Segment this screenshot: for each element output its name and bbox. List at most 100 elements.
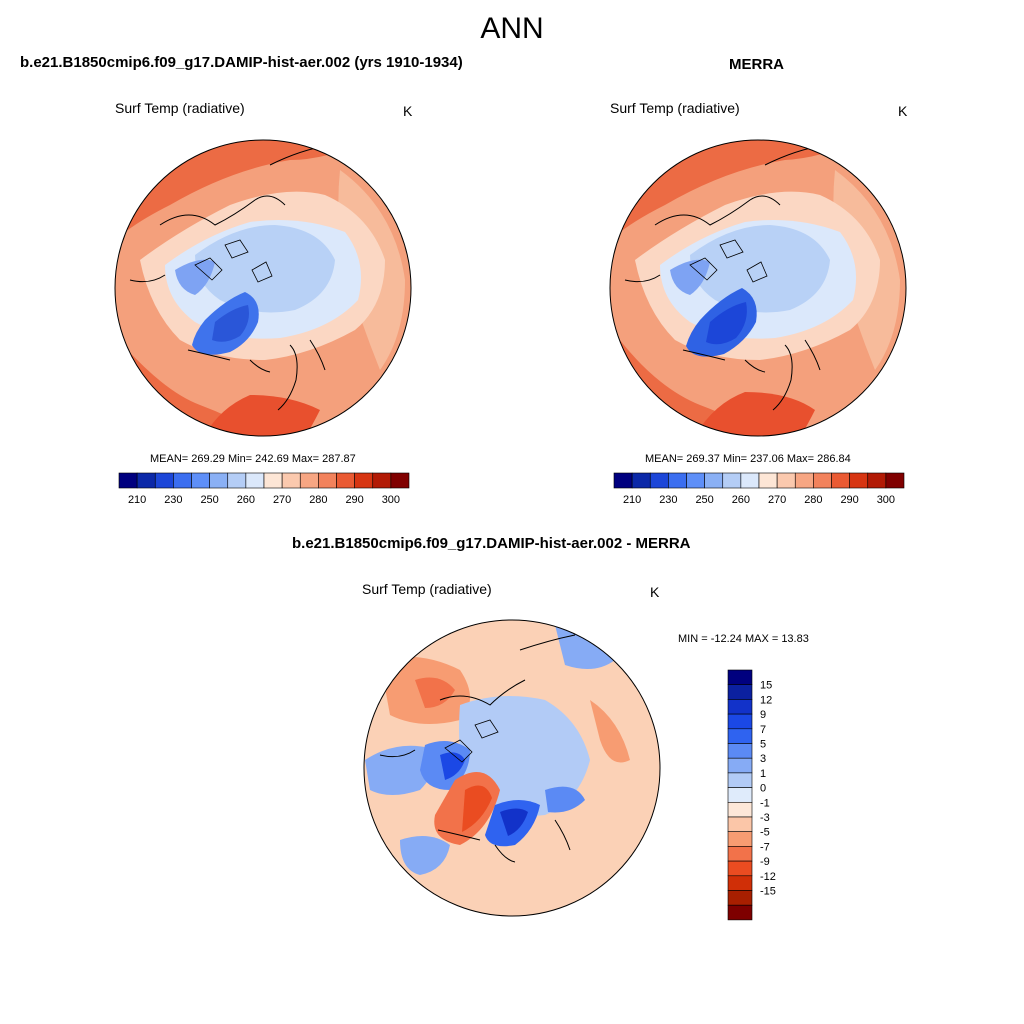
panel2-colorbar-tick-label: 300 xyxy=(877,494,895,506)
panel3-colorbar-tick-label: 5 xyxy=(760,739,766,751)
panel3-colorbar-box xyxy=(727,743,753,759)
panel3-colorbar: 15 12 9 7 5 3 1 0 -1 -3 -5 -7 -9 -12 -15 xyxy=(727,669,776,921)
panel3-colorbar-box xyxy=(727,875,753,891)
panel1-colorbar-tick-label: 260 xyxy=(237,494,255,506)
panel2-colorbar-box xyxy=(686,472,705,489)
panel1-colorbar-tick-label: 290 xyxy=(345,494,363,506)
panel2-stats: MEAN= 269.37 Min= 237.06 Max= 286.84 xyxy=(645,453,851,465)
panel1-colorbar-box xyxy=(281,472,301,489)
panel3-colorbar-tick-label: 1 xyxy=(760,768,766,780)
panel1-heading: b.e21.B1850cmip6.f09_g17.DAMIP-hist-aer.… xyxy=(20,54,463,71)
panel1-colorbar-box xyxy=(299,472,319,489)
figure-title: ANN xyxy=(480,12,544,45)
panel1-colorbar-tick-label: 210 xyxy=(128,494,146,506)
panel3-polar-map xyxy=(363,619,661,917)
panel1-colorbar-box xyxy=(318,472,337,489)
panel1-variable-label: Surf Temp (radiative) xyxy=(115,100,245,116)
panel2-colorbar-tick-label: 290 xyxy=(840,494,858,506)
panel3-colorbar-box xyxy=(727,890,753,906)
panel3-colorbar-box xyxy=(727,684,753,700)
panel1-colorbar-box xyxy=(372,472,392,489)
panel2-colorbar-box xyxy=(631,472,651,489)
panel1-colorbar-tick-label: 270 xyxy=(273,494,291,506)
panel3-colorbar-box xyxy=(727,860,753,877)
panel2-colorbar: 210 230 250 260 270 280 290 300 xyxy=(613,472,905,506)
panel3-colorbar-tick-label: 15 xyxy=(760,680,772,692)
panel1-colorbar-box xyxy=(136,472,156,489)
panel2-colorbar-box xyxy=(813,472,832,489)
panel1-polar-map xyxy=(114,139,412,437)
panel2-heading: MERRA xyxy=(729,56,784,73)
panel3-colorbar-tick-label: 3 xyxy=(760,753,766,765)
panel3-colorbar-box xyxy=(727,757,753,774)
panel2-colorbar-box xyxy=(758,472,778,489)
panel3-colorbar-tick-label: 12 xyxy=(760,694,772,706)
panel1-colorbar-box xyxy=(390,472,410,489)
panel1-colorbar-box xyxy=(173,472,192,489)
panel3-colorbar-tick-label: -1 xyxy=(760,797,770,809)
panel1-colorbar-box xyxy=(336,472,355,489)
panel3-colorbar-box xyxy=(727,699,753,715)
panel3-colorbar-tick-label: 7 xyxy=(760,724,766,736)
panel3-colorbar-box xyxy=(727,669,753,685)
panel3-unit-label: K xyxy=(650,584,660,600)
panel2-colorbar-tick-label: 270 xyxy=(768,494,786,506)
panel2-polar-map xyxy=(609,139,907,437)
panel3-colorbar-tick-label: -7 xyxy=(760,841,770,853)
panel2-colorbar-box xyxy=(776,472,796,489)
panel1-colorbar-box xyxy=(263,472,283,489)
panel3-colorbar-tick-label: 0 xyxy=(760,783,766,795)
panel2-colorbar-tick-label: 250 xyxy=(695,494,713,506)
panel2-colorbar-box xyxy=(722,472,742,489)
panel1-colorbar-box xyxy=(118,472,138,489)
panel2-colorbar-box xyxy=(740,472,760,489)
panel3-colorbar-tick-label: 9 xyxy=(760,709,766,721)
panel3-colorbar-box xyxy=(727,772,753,788)
panel2-colorbar-tick-label: 210 xyxy=(623,494,641,506)
panel1-colorbar-box xyxy=(154,472,174,489)
panel1-unit-label: K xyxy=(403,103,413,119)
panel1-colorbar-tick-label: 280 xyxy=(309,494,327,506)
panel3-colorbar-tick-label: -9 xyxy=(760,856,770,868)
panel1-stats: MEAN= 269.29 Min= 242.69 Max= 287.87 xyxy=(150,453,356,465)
panel2-colorbar-box xyxy=(649,472,669,489)
panel2-colorbar-box xyxy=(867,472,887,489)
panel2-unit-label: K xyxy=(898,103,908,119)
panel3-colorbar-box xyxy=(727,904,753,921)
panel3-colorbar-tick-label: -3 xyxy=(760,812,770,824)
panel2-colorbar-box xyxy=(613,472,633,489)
panel3-heading: b.e21.B1850cmip6.f09_g17.DAMIP-hist-aer.… xyxy=(292,535,691,552)
panel3-colorbar-box xyxy=(727,728,753,744)
panel2-colorbar-box xyxy=(704,472,724,489)
panel3-colorbar-tick-label: -15 xyxy=(760,886,776,898)
panel2-colorbar-tick-label: 260 xyxy=(732,494,750,506)
panel3-colorbar-box xyxy=(727,787,753,803)
panel1-colorbar-box xyxy=(245,472,265,489)
panel1-colorbar-box xyxy=(209,472,229,489)
panel2-variable-label: Surf Temp (radiative) xyxy=(610,100,740,116)
panel1-colorbar-box xyxy=(227,472,247,489)
panel2-colorbar-box xyxy=(668,472,687,489)
panel2-colorbar-tick-label: 230 xyxy=(659,494,677,506)
panel2-colorbar-box xyxy=(849,472,869,489)
panel1-colorbar-box xyxy=(191,472,210,489)
panel3-colorbar-box xyxy=(727,831,753,847)
panel1-colorbar-tick-label: 230 xyxy=(164,494,182,506)
panel1-colorbar-tick-label: 300 xyxy=(382,494,400,506)
panel3-colorbar-box xyxy=(727,816,753,832)
panel2-colorbar-box xyxy=(831,472,850,489)
panel3-colorbar-tick-label: -12 xyxy=(760,871,776,883)
panel3-stats: MIN = -12.24 MAX = 13.83 xyxy=(678,633,809,645)
panel1-colorbar: 210 230 250 260 270 280 290 300 xyxy=(118,472,410,506)
panel3-colorbar-box xyxy=(727,713,753,730)
panel3-variable-label: Surf Temp (radiative) xyxy=(362,581,492,597)
panel1-colorbar-box xyxy=(354,472,374,489)
panel1-colorbar-tick-label: 250 xyxy=(200,494,218,506)
panel3-colorbar-box xyxy=(727,846,753,862)
panel2-colorbar-box xyxy=(885,472,905,489)
panel2-colorbar-tick-label: 280 xyxy=(804,494,822,506)
panel3-colorbar-tick-label: -5 xyxy=(760,827,770,839)
panel3-colorbar-box xyxy=(727,801,753,818)
panel2-colorbar-box xyxy=(794,472,814,489)
